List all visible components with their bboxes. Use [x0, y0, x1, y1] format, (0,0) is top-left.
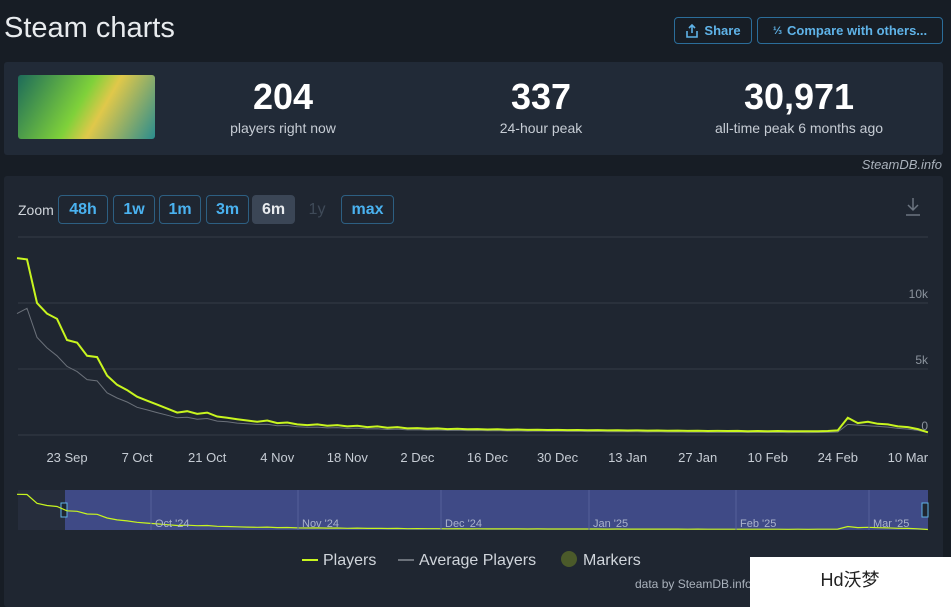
- y-tick-label: 5k: [915, 353, 929, 367]
- navigator-label: Mar '25: [873, 518, 909, 530]
- x-tick-label: 27 Jan: [678, 450, 717, 465]
- watermark: Hd沃梦: [820, 570, 879, 590]
- x-tick-label: 7 Oct: [122, 450, 153, 465]
- download-icon[interactable]: [906, 198, 920, 216]
- x-tick-label: 13 Jan: [608, 450, 647, 465]
- navigator-label: Oct '24: [155, 518, 190, 530]
- stat-label: all-time peak 6 months ago: [714, 120, 884, 136]
- y-tick-label: 10k: [909, 287, 929, 301]
- y-tick-label: 0: [921, 419, 928, 433]
- legend-label[interactable]: Average Players: [419, 552, 536, 569]
- stat: 30,971 all-time peak 6 months ago: [679, 76, 919, 136]
- share-label: Share: [704, 23, 741, 38]
- navigator-label: Nov '24: [302, 518, 339, 530]
- credit: data by SteamDB.info: [635, 577, 752, 591]
- compare-icon: ⅓: [772, 24, 783, 37]
- zoom-button[interactable]: 1m: [159, 195, 201, 224]
- zoom-button[interactable]: 3m: [206, 195, 249, 224]
- zoom-button[interactable]: 6m: [252, 195, 295, 224]
- x-tick-label: 10 Mar: [888, 450, 929, 465]
- x-tick-label: 30 Dec: [537, 450, 579, 465]
- x-tick-label: 10 Feb: [748, 450, 788, 465]
- page-title: Steam charts: [4, 12, 175, 44]
- series-line: [16, 257, 929, 434]
- x-tick-label: 21 Oct: [188, 450, 227, 465]
- navigator-line: [16, 493, 928, 531]
- game-image[interactable]: [18, 75, 155, 139]
- x-tick-label: 23 Sep: [46, 450, 87, 465]
- stat: 204 players right now: [163, 76, 403, 136]
- stat-label: players right now: [230, 120, 336, 136]
- x-tick-label: 4 Nov: [260, 450, 294, 465]
- legend-swatch-markers: [561, 551, 577, 567]
- stat-value: 30,971: [743, 76, 855, 117]
- compare-label: Compare with others...: [787, 23, 928, 38]
- x-tick-label: 24 Feb: [818, 450, 858, 465]
- navigator-selection[interactable]: [65, 490, 928, 530]
- zoom-button[interactable]: max: [341, 195, 394, 224]
- zoom-button[interactable]: 1y: [308, 200, 326, 218]
- x-tick-label: 16 Dec: [467, 450, 509, 465]
- legend-markers[interactable]: Markers: [583, 552, 641, 569]
- source-label: SteamDB.info: [861, 157, 942, 172]
- legend-label[interactable]: Players: [323, 552, 376, 569]
- navigator-label: Jan '25: [593, 518, 628, 530]
- x-tick-label: 18 Nov: [327, 450, 369, 465]
- stat-label: 24-hour peak: [499, 120, 583, 136]
- navigator-handle-right[interactable]: [921, 502, 929, 518]
- stat-value: 204: [252, 76, 314, 117]
- x-tick-label: 2 Dec: [400, 450, 434, 465]
- navigator-label: Feb '25: [740, 518, 776, 530]
- zoom-button[interactable]: 1w: [113, 195, 155, 224]
- stat-value: 337: [510, 76, 572, 117]
- zoom-label: Zoom: [18, 202, 54, 218]
- stats-panel: [4, 62, 943, 155]
- share-icon: [686, 23, 699, 38]
- navigator-label: Dec '24: [445, 518, 482, 530]
- watermark-bg: [750, 557, 951, 607]
- chart-panel: [4, 176, 943, 607]
- stat: 337 24-hour peak: [421, 76, 661, 136]
- compare-button[interactable]: ⅓ Compare with others...: [757, 17, 943, 44]
- zoom-button[interactable]: 48h: [58, 195, 108, 224]
- series-line: [16, 307, 929, 434]
- share-button[interactable]: Share: [674, 17, 752, 44]
